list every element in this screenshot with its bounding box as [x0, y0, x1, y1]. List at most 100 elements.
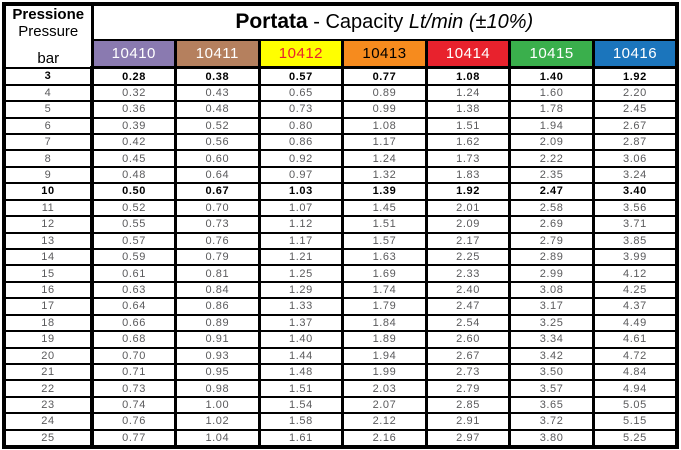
model-column-header-10415: 10415 — [508, 38, 595, 70]
capacity-cell: 2.67 — [591, 116, 679, 136]
capacity-cell: 0.77 — [90, 428, 178, 449]
capacity-cell: 1.40 — [257, 330, 345, 349]
table-title-mid: - Capacity — [307, 11, 409, 34]
capacity-cell: 4.12 — [591, 264, 679, 283]
capacity-cell: 2.12 — [341, 412, 428, 431]
model-column-header-10411: 10411 — [174, 38, 261, 70]
capacity-cell: 1.17 — [257, 231, 345, 250]
capacity-cell: 4.37 — [591, 297, 679, 316]
pressure-value-cell: 14 — [2, 247, 94, 267]
capacity-cell: 1.24 — [341, 149, 428, 168]
capacity-cell: 0.77 — [341, 66, 428, 86]
capacity-cell: 1.63 — [341, 247, 428, 267]
capacity-cell: 1.60 — [508, 83, 595, 103]
capacity-cell: 3.71 — [591, 215, 679, 234]
pressure-value-cell: 15 — [2, 264, 94, 283]
capacity-cell: 1.51 — [424, 116, 512, 136]
table-row-18bar: 18 0.66 0.89 1.37 1.84 2.54 3.25 4.49 — [2, 313, 679, 333]
capacity-cell: 1.79 — [341, 297, 428, 316]
table-row-10bar: 10 0.50 0.67 1.03 1.39 1.92 2.47 3.40 — [2, 182, 679, 201]
capacity-cell: 4.25 — [591, 280, 679, 300]
capacity-cell: 2.17 — [424, 231, 512, 250]
capacity-cell: 2.03 — [341, 379, 428, 398]
pressure-label-english: Pressure — [18, 23, 79, 41]
capacity-cell: 0.99 — [341, 100, 428, 119]
capacity-cell: 1.92 — [591, 66, 679, 86]
model-column-header-10412: 10412 — [257, 38, 345, 70]
capacity-cell: 2.54 — [424, 313, 512, 333]
capacity-cell: 2.25 — [424, 247, 512, 267]
capacity-cell: 5.15 — [591, 412, 679, 431]
capacity-cell: 1.58 — [257, 412, 345, 431]
capacity-cell: 2.47 — [508, 182, 595, 201]
capacity-cell: 1.21 — [257, 247, 345, 267]
table-title-bold: Portata — [235, 10, 308, 34]
capacity-cell: 0.89 — [174, 313, 261, 333]
capacity-cell: 1.94 — [508, 116, 595, 136]
capacity-cell: 2.01 — [424, 198, 512, 218]
capacity-cell: 1.02 — [174, 412, 261, 431]
capacity-cell: 0.56 — [174, 132, 261, 152]
capacity-cell: 1.74 — [341, 280, 428, 300]
table-row-13bar: 13 0.57 0.76 1.17 1.57 2.17 2.79 3.85 — [2, 231, 679, 250]
capacity-cell: 0.86 — [174, 297, 261, 316]
capacity-cell: 1.51 — [341, 215, 428, 234]
capacity-table-body: 3 0.28 0.38 0.57 0.77 1.08 1.40 1.92 4 0.32 0.43 0.… — [2, 66, 679, 449]
table-title-italic: Lt/min (±10%) — [408, 11, 534, 34]
capacity-cell: 2.97 — [424, 428, 512, 449]
pressure-value-cell: 20 — [2, 346, 94, 365]
table-title: Portata - Capacity Lt/min (±10%) — [90, 3, 679, 41]
capacity-cell: 1.84 — [341, 313, 428, 333]
pressure-value-cell: 23 — [2, 395, 94, 415]
capacity-cell: 2.69 — [508, 215, 595, 234]
capacity-cell: 0.48 — [174, 100, 261, 119]
capacity-cell: 3.34 — [508, 330, 595, 349]
capacity-cell: 0.39 — [90, 116, 178, 136]
table-row-3bar: 3 0.28 0.38 0.57 0.77 1.08 1.40 1.92 — [2, 66, 679, 86]
table-row-5bar: 5 0.36 0.48 0.73 0.99 1.38 1.78 2.45 — [2, 100, 679, 119]
pressure-value-cell: 4 — [2, 83, 94, 103]
capacity-cell: 1.37 — [257, 313, 345, 333]
capacity-cell: 0.86 — [257, 132, 345, 152]
capacity-cell: 3.50 — [508, 362, 595, 382]
capacity-cell: 0.74 — [90, 395, 178, 415]
model-column-header-10416: 10416 — [591, 38, 679, 70]
capacity-cell: 2.67 — [424, 346, 512, 365]
table-row-9bar: 9 0.48 0.64 0.97 1.32 1.83 2.35 3.24 — [2, 165, 679, 185]
capacity-cell: 0.67 — [174, 182, 261, 201]
capacity-cell: 2.35 — [508, 165, 595, 185]
capacity-cell: 0.93 — [174, 346, 261, 365]
pressure-value-cell: 12 — [2, 215, 94, 234]
capacity-cell: 2.58 — [508, 198, 595, 218]
capacity-cell: 1.17 — [341, 132, 428, 152]
capacity-cell: 0.60 — [174, 149, 261, 168]
pressure-value-cell: 17 — [2, 297, 94, 316]
capacity-cell: 1.25 — [257, 264, 345, 283]
capacity-cell: 1.07 — [257, 198, 345, 218]
table-row-11bar: 11 0.52 0.70 1.07 1.45 2.01 2.58 3.56 — [2, 198, 679, 218]
capacity-cell: 0.79 — [174, 247, 261, 267]
capacity-cell: 1.04 — [174, 428, 261, 449]
pressure-value-cell: 10 — [2, 182, 94, 201]
capacity-cell: 1.08 — [424, 66, 512, 86]
table-row-17bar: 17 0.64 0.86 1.33 1.79 2.47 3.17 4.37 — [2, 297, 679, 316]
capacity-cell: 0.81 — [174, 264, 261, 283]
capacity-cell: 1.69 — [341, 264, 428, 283]
capacity-cell: 0.92 — [257, 149, 345, 168]
capacity-cell: 3.85 — [591, 231, 679, 250]
capacity-cell: 1.40 — [508, 66, 595, 86]
capacity-cell: 0.43 — [174, 83, 261, 103]
capacity-cell: 0.76 — [174, 231, 261, 250]
capacity-cell: 0.80 — [257, 116, 345, 136]
pressure-value-cell: 18 — [2, 313, 94, 333]
capacity-cell: 1.08 — [341, 116, 428, 136]
capacity-cell: 0.89 — [341, 83, 428, 103]
capacity-cell: 0.28 — [90, 66, 178, 86]
capacity-cell: 0.36 — [90, 100, 178, 119]
capacity-cell: 2.87 — [591, 132, 679, 152]
capacity-cell: 1.62 — [424, 132, 512, 152]
capacity-cell: 3.80 — [508, 428, 595, 449]
capacity-cell: 2.79 — [424, 379, 512, 398]
